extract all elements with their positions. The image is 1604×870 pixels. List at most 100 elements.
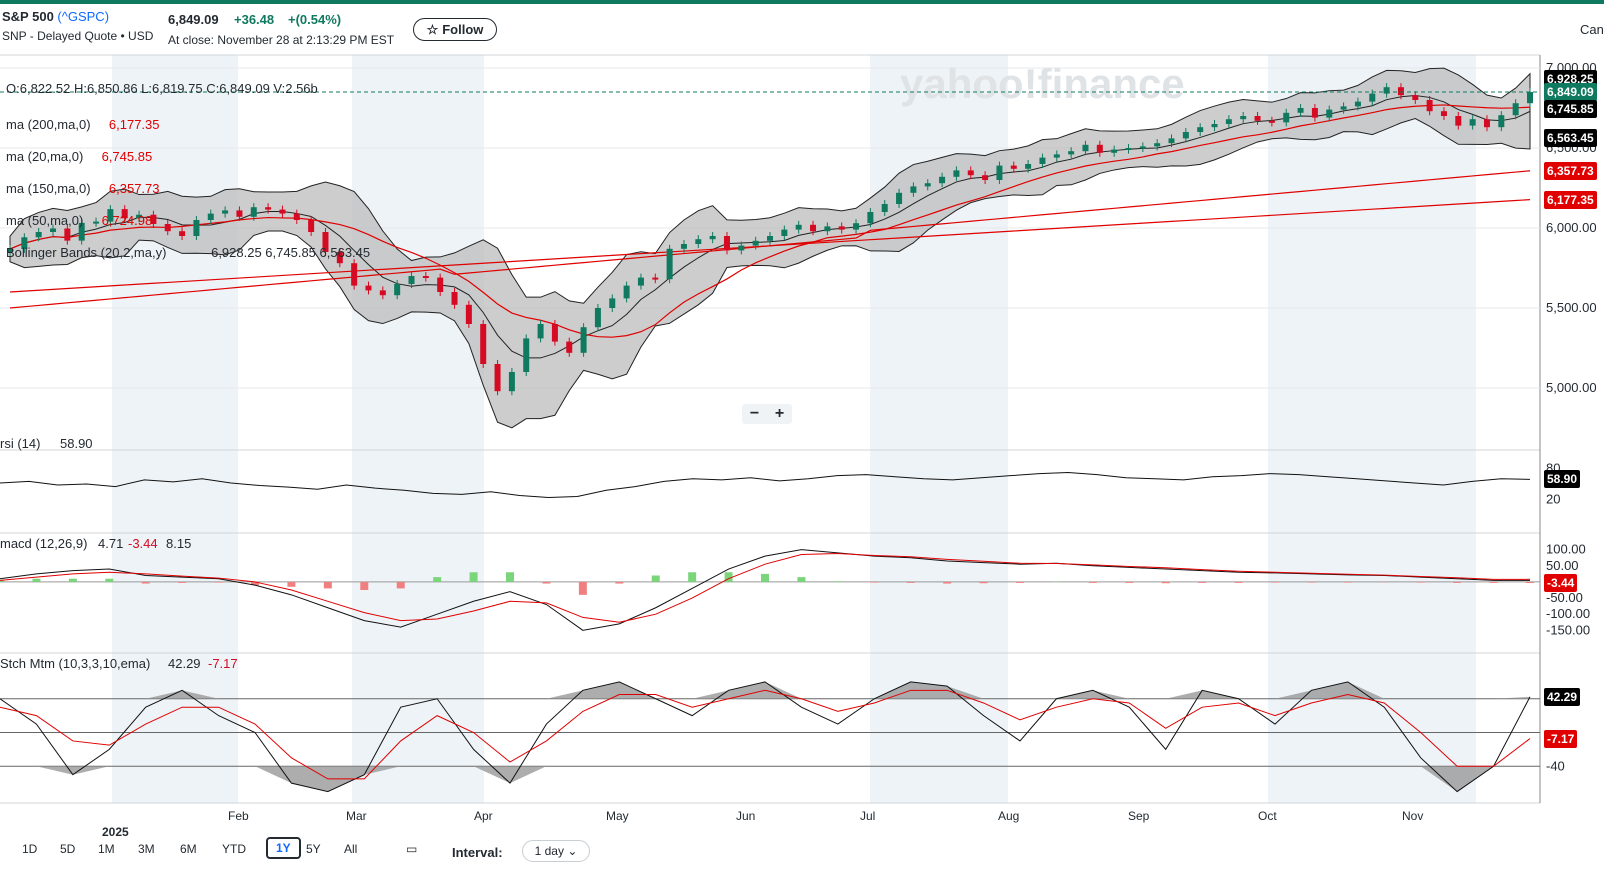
macd-hist-bar-13	[469, 572, 478, 582]
ohlc-readout: O:6,822.52 H:6,850.86 L:6,819.75 C:6,849…	[6, 81, 318, 96]
range-button-1d[interactable]: 1D	[22, 842, 38, 856]
macd-hist-bar-32	[1161, 581, 1170, 584]
candle-73	[1053, 150, 1060, 162]
indicator-value-1: 6,745.85	[102, 149, 153, 164]
zoom-out-button[interactable]: −	[749, 405, 760, 422]
month-shade-3	[1268, 55, 1476, 803]
range-button-ytd[interactable]: YTD	[222, 842, 246, 856]
bollinger-band	[9, 67, 1531, 429]
macd-signal-value: -3.44	[128, 536, 158, 551]
candle-83	[1197, 123, 1204, 136]
macd-hist-bar-40	[1453, 581, 1462, 583]
candle-58	[838, 222, 845, 234]
candle-0	[7, 244, 13, 257]
price-tick-label-4: 5,000.00	[1546, 380, 1597, 395]
candle-59	[853, 219, 860, 234]
macd-hist-bar-28	[1016, 581, 1024, 583]
candle-98	[1412, 91, 1419, 104]
stoch-main-line	[0, 681, 1531, 793]
indicator-value-2: 6,357.73	[109, 181, 160, 196]
candle-106	[1527, 88, 1533, 108]
macd-hist-bar-12	[433, 577, 442, 582]
range-button-1y[interactable]: 1Y	[266, 837, 301, 859]
range-button-5d[interactable]: 5D	[60, 842, 76, 856]
price-change-pct: +(0.54%)	[288, 12, 342, 27]
candle-97	[1397, 83, 1404, 100]
candle-18	[265, 203, 272, 214]
indicator-label-2: ma (150,ma,0)	[6, 181, 91, 196]
candle-31	[451, 288, 458, 309]
macd-hist-bar-26	[943, 581, 952, 584]
candle-104	[1498, 111, 1505, 132]
zoom-in-button[interactable]: +	[774, 405, 785, 422]
rsi-tick-20: 20	[1546, 492, 1560, 507]
indicator-label-0: ma (200,ma,0)	[6, 117, 91, 132]
candle-93	[1340, 102, 1347, 114]
stoch-tag-1: -7.17	[1544, 729, 1578, 748]
macd-signal-line	[0, 553, 1531, 623]
cancel-link[interactable]: Can	[1580, 22, 1604, 37]
candle-87	[1254, 112, 1261, 125]
candle-15	[222, 206, 229, 218]
macd-hist-bar-16	[578, 581, 587, 595]
range-button-6m[interactable]: 6M	[180, 842, 197, 856]
macd-hist-bar-5	[178, 581, 187, 583]
candle-45	[652, 273, 659, 284]
x-tick-label-3: Apr	[474, 809, 493, 823]
macd-tick-3: -100.00	[1546, 606, 1590, 621]
candle-8	[121, 205, 128, 223]
candle-78	[1125, 144, 1132, 154]
candle-64	[924, 179, 931, 191]
indicator-label-3: ma (50,ma,0)	[6, 213, 83, 228]
candle-105	[1512, 99, 1519, 120]
candle-17	[250, 203, 257, 221]
macd-hist-bar-14	[506, 572, 514, 582]
range-button-5y[interactable]: 5Y	[306, 842, 321, 856]
candle-30	[437, 273, 444, 296]
symbol-link[interactable]: (^GSPC)	[57, 9, 110, 24]
x-tick-label-8: Sep	[1128, 809, 1150, 823]
x-tick-label-4: May	[606, 809, 629, 823]
range-button-3m[interactable]: 3M	[138, 842, 155, 856]
candle-19	[279, 205, 286, 218]
price-tag-2: 6,745.85	[1544, 99, 1597, 118]
candle-91	[1311, 104, 1318, 122]
candle-62	[896, 188, 903, 208]
chevron-down-icon: ⌄	[567, 844, 578, 858]
candle-47	[680, 240, 687, 253]
calendar-icon[interactable]: ▭	[406, 842, 418, 856]
macd-hist-bar-25	[906, 581, 915, 583]
zoom-controls: − +	[742, 404, 792, 424]
candle-16	[236, 206, 243, 221]
candle-49	[709, 232, 716, 244]
candle-55	[795, 220, 802, 234]
x-tick-label-6: Jul	[860, 809, 875, 823]
candle-60	[867, 208, 874, 228]
range-button-all[interactable]: All	[344, 842, 358, 856]
month-shade-0	[112, 55, 238, 803]
candle-5	[78, 218, 85, 245]
candle-102	[1469, 115, 1476, 130]
macd-tick-1: 50.00	[1546, 558, 1579, 573]
macd-hist-bar-1	[32, 578, 41, 582]
price-tag-3: 6,563.45	[1544, 128, 1597, 147]
candle-32	[465, 300, 472, 328]
macd-hist-bar-23	[833, 581, 842, 582]
interval-label: Interval:	[452, 845, 503, 860]
price-tick-label-3: 5,500.00	[1546, 300, 1597, 315]
interval-dropdown[interactable]: 1 day ⌄	[522, 840, 590, 862]
macd-hist-bar-34	[1234, 581, 1243, 583]
candle-24	[351, 259, 358, 290]
candle-36	[523, 334, 530, 376]
range-button-1m[interactable]: 1M	[98, 842, 115, 856]
macd-hist-bar-30	[1088, 581, 1097, 583]
macd-tick-2: -50.00	[1546, 590, 1583, 605]
candle-27	[394, 280, 401, 300]
follow-button[interactable]: ☆ Follow	[413, 18, 497, 41]
indicator-label-1: ma (20,ma,0)	[6, 149, 83, 164]
price-change: +36.48	[234, 12, 275, 27]
candle-70	[1010, 161, 1017, 173]
macd-hist-bar-2	[68, 578, 77, 582]
candle-7	[107, 205, 114, 226]
